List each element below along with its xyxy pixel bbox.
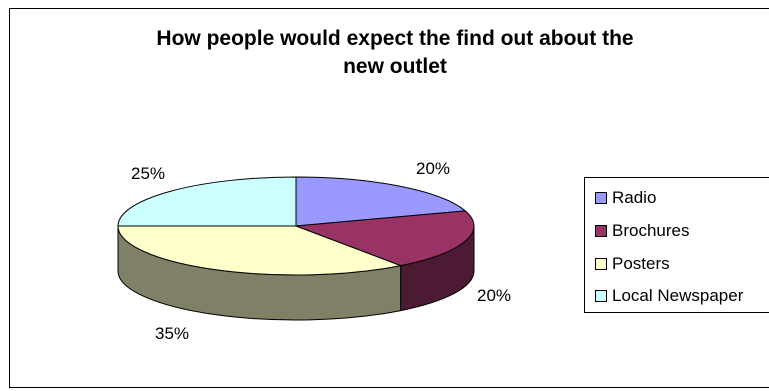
legend-item-local-newspaper: Local Newspaper [595,286,743,306]
pie-slice-radio [295,176,467,227]
pie-slice-local-newspaper [117,176,297,227]
legend-swatch-local-newspaper [595,290,607,302]
legend-swatch-radio [595,192,607,204]
chart-title-line-1: How people would expect the find out abo… [156,27,634,50]
legend-item-brochures: Brochures [595,221,689,241]
legend-label-posters: Posters [612,254,670,273]
data-label-local-newspaper: 25% [131,164,165,183]
pie-slice-brochures [295,210,475,267]
chart-title: How people would expect the find out abo… [60,25,730,81]
data-label-radio: 20% [416,159,450,178]
legend-item-radio: Radio [595,188,656,208]
legend-swatch-brochures [595,225,607,237]
chart-title-line-2: new outlet [343,55,447,78]
legend-label-local-newspaper: Local Newspaper [612,286,744,305]
pie-slice-posters [117,225,403,276]
legend-label-brochures: Brochures [612,221,690,240]
legend-item-posters: Posters [595,254,670,274]
pie-data-labels: 20% 20% 35% 25% [131,159,511,343]
chart-legend: Radio Brochures Posters Local Newspaper [584,177,769,313]
pie-tops [117,176,475,276]
legend-label-radio: Radio [612,188,657,207]
legend-swatch-posters [595,258,607,270]
data-label-brochures: 20% [477,286,511,305]
data-label-posters: 35% [155,324,189,343]
